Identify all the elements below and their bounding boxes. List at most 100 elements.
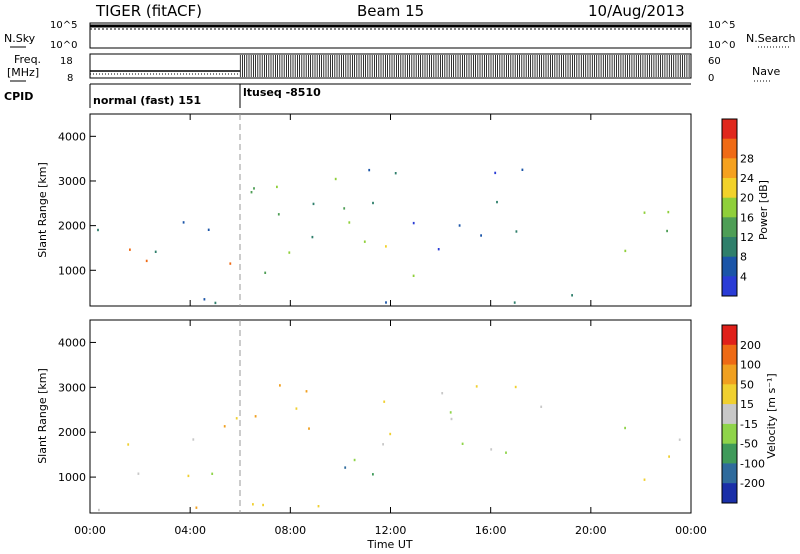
time-tick-label: 20:00 [575, 524, 607, 537]
time-tick-label: 04:00 [174, 524, 206, 537]
power-cell [368, 168, 371, 172]
velocity-colorbar-tick: -100 [740, 457, 765, 470]
power-plot-bg [90, 114, 691, 306]
freq-panel: Freq. [MHz] 18 8 60 0 Nave [7, 53, 780, 84]
power-ytick-label: 2000 [58, 220, 86, 233]
power-colorbar-tick: 20 [740, 192, 754, 205]
velocity-cell [305, 390, 308, 393]
power-cell [412, 274, 415, 277]
velocity-cell [254, 415, 257, 418]
velocity-colorbar-swatch [722, 384, 737, 405]
velocity-colorbar-swatch [722, 463, 737, 484]
power-ylabel: Slant Range [km] [36, 162, 49, 258]
velocity-cell [449, 411, 452, 414]
velocity-ytick-label: 4000 [58, 336, 86, 349]
velocity-cell [235, 417, 238, 420]
power-cell [182, 221, 185, 224]
velocity-cell [624, 426, 626, 430]
velocity-colorbar-swatch [722, 364, 737, 385]
velocity-cell [353, 458, 356, 462]
velocity-colorbar-tick: -50 [740, 438, 758, 451]
power-cell [312, 202, 315, 206]
velocity-cell [137, 472, 140, 475]
velocity-cell [505, 451, 507, 454]
velocity-cell [211, 472, 214, 475]
power-cell [458, 224, 461, 227]
velocity-ytick-label: 1000 [58, 471, 86, 484]
cpid-seg1-label: normal (fast) 151 [93, 94, 201, 107]
power-colorbar-swatch [722, 158, 737, 179]
power-cell [203, 298, 206, 301]
velocity-cell [195, 506, 198, 509]
power-cell [494, 171, 497, 175]
power-colorbar-swatch [722, 197, 737, 218]
power-colorbar-swatch [722, 217, 737, 238]
freq-nave-trace-late [239, 55, 690, 77]
velocity-cell [223, 425, 226, 428]
velocity-colorbar-tick: 200 [740, 339, 761, 352]
velocity-cell [372, 473, 374, 476]
time-tick-label: 08:00 [274, 524, 306, 537]
freq-tick-low: 8 [67, 73, 73, 84]
velocity-cell [344, 466, 347, 469]
power-cell [363, 240, 366, 243]
freq-tick-high: 18 [60, 56, 73, 67]
freq-unit: [MHz] [7, 66, 39, 79]
power-cell [385, 301, 387, 304]
power-ytick-label: 4000 [58, 130, 86, 143]
power-cell [667, 210, 670, 214]
velocity-cell [98, 508, 100, 512]
time-axis: 00:00 04:00 08:00 12:00 16:00 20:00 00:00 [74, 114, 707, 537]
nsky-tick-high: 10^5 [50, 20, 77, 31]
power-cell [521, 168, 524, 171]
power-cell [97, 228, 99, 232]
velocity-cell [382, 443, 384, 446]
freq-label: Freq. [14, 53, 41, 66]
velocity-cell [383, 400, 386, 403]
velocity-cell [461, 442, 464, 445]
power-cell [372, 201, 374, 205]
velocity-colorbar-tick: 50 [740, 378, 754, 391]
power-cell [277, 213, 280, 216]
velocity-cell [441, 392, 444, 395]
nsearch-label: N.Search [746, 32, 796, 45]
power-colorbar-swatch [722, 276, 737, 297]
velocity-cell [514, 385, 517, 389]
nave-tick-low: 0 [708, 73, 714, 84]
velocity-colorbar-tick: -200 [740, 477, 765, 490]
power-colorbar-swatch [722, 119, 737, 140]
power-cell [214, 301, 217, 305]
power-cell [571, 294, 573, 297]
velocity-cell [668, 455, 670, 458]
power-cell [311, 235, 314, 239]
velocity-heatmap [98, 384, 681, 512]
velocity-cell [252, 503, 254, 506]
power-cell [437, 248, 440, 251]
power-colorbar-tick: 16 [740, 211, 754, 224]
velocity-colorbar-label: Velocity [m s⁻¹] [765, 373, 778, 458]
power-colorbar-tick: 24 [740, 172, 754, 185]
time-tick-label: 00:00 [74, 524, 106, 537]
power-colorbar-tick: 8 [740, 251, 747, 264]
power-cell [229, 262, 232, 265]
velocity-cell [187, 474, 190, 478]
power-colorbar-frame [721, 118, 738, 297]
velocity-cell [317, 505, 320, 508]
velocity-colorbar-tick: -15 [740, 418, 758, 431]
cpid-seg2-label: ltuseq -8510 [243, 86, 321, 99]
freq-frame [89, 53, 692, 79]
date-label: 10/Aug/2013 [588, 2, 685, 20]
radar-title: TIGER (fitACF) [95, 2, 202, 20]
power-colorbar: 4 8 12 16 20 24 28 [721, 118, 754, 297]
velocity-cell [192, 438, 195, 441]
power-cell [624, 249, 627, 253]
power-cell [385, 245, 387, 248]
power-ytick-label: 1000 [58, 264, 86, 277]
power-cell [253, 187, 255, 190]
power-colorbar-tick: 4 [740, 270, 747, 283]
velocity-colorbar-tick: 100 [740, 359, 761, 372]
power-cell [276, 185, 278, 189]
velocity-cell [490, 448, 493, 451]
power-colorbar-swatch [722, 256, 737, 277]
